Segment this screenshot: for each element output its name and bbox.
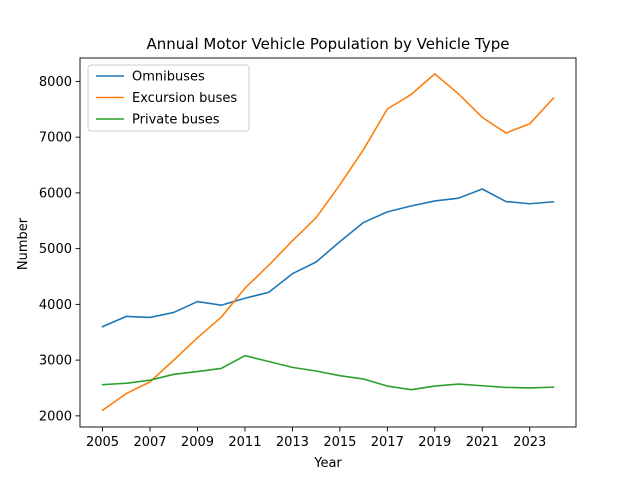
legend-label-1: Excursion buses [132,91,237,106]
legend-box [87,64,250,132]
x-axis-label: Year [313,456,342,471]
y-tick-label-4000: 4000 [39,298,72,313]
x-tick-label-2013: 2013 [276,435,309,450]
chart-title: Annual Motor Vehicle Population by Vehic… [146,35,509,53]
y-axis-label: Number [16,217,31,270]
y-tick-label-5000: 5000 [39,242,72,257]
x-tick-label-2009: 2009 [181,435,214,450]
plot-frame [79,57,577,428]
series-line-0 [101,188,555,328]
y-tick-label-8000: 8000 [39,75,72,90]
y-tick-label-2000: 2000 [39,409,72,424]
x-tick-label-2011: 2011 [228,435,261,450]
y-tick-label-7000: 7000 [39,131,72,146]
legend-label-2: Private buses [132,113,220,128]
series-line-2 [101,354,555,391]
x-tick-label-2007: 2007 [133,435,166,450]
plot-area: 2005 2007 2009 2011 2013 2015 2017 2019 2021 2023… [39,57,577,450]
y-tick-label-3000: 3000 [39,354,72,369]
x-tick-label-2019: 2019 [418,435,451,450]
x-tick-label-2017: 2017 [371,435,404,450]
x-tick-label-2023: 2023 [513,435,546,450]
x-tick-label-2021: 2021 [466,435,499,450]
legend-label-0: Omnibuses [132,70,205,85]
x-tick-label-2005: 2005 [86,435,119,450]
y-tick-label-6000: 6000 [39,186,72,201]
series-line-1 [101,73,555,412]
x-tick-label-2015: 2015 [323,435,356,450]
